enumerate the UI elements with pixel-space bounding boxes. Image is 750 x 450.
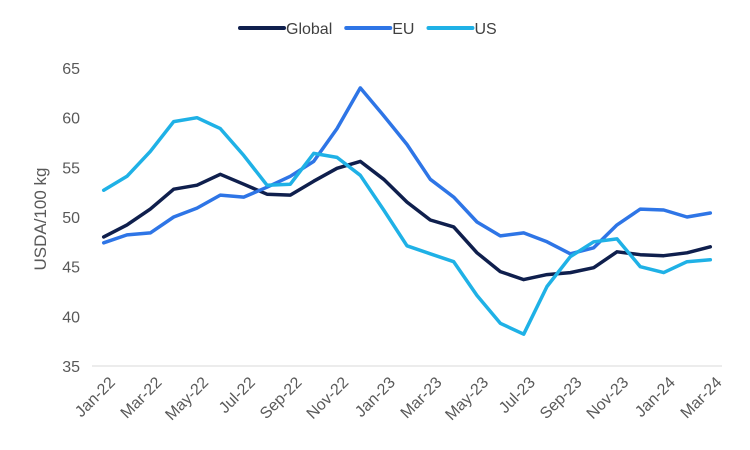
x-tick-label: Mar-22 (118, 374, 166, 422)
x-tick-label: Sep-23 (537, 374, 586, 423)
y-axis-ticks: 35 40 45 50 55 60 65 (62, 61, 80, 376)
legend-label: US (474, 21, 496, 38)
y-tick-label: 55 (62, 160, 80, 177)
y-tick-label: 60 (62, 111, 80, 128)
x-tick-label: Jul-22 (216, 374, 259, 417)
y-tick-label: 45 (62, 260, 80, 277)
y-axis-title: USDA/100 kg (31, 168, 50, 271)
legend-label: EU (392, 21, 414, 38)
x-tick-label: Nov-23 (584, 374, 633, 423)
x-tick-label: May-22 (162, 374, 212, 424)
x-tick-label: May-23 (442, 374, 492, 424)
x-tick-label: Jan-23 (352, 374, 399, 421)
series-line-global (101, 159, 713, 282)
x-tick-label: Jan-22 (72, 374, 119, 421)
y-tick-label: 50 (62, 210, 80, 227)
x-tick-label: Mar-23 (398, 374, 446, 422)
legend-item-eu: EU (344, 21, 414, 38)
legend-item-us: US (426, 21, 497, 38)
series-line-us (101, 115, 713, 336)
y-tick-label: 40 (62, 309, 80, 326)
x-tick-label: Sep-22 (257, 374, 306, 423)
y-tick-label: 35 (62, 359, 80, 376)
x-tick-label: Mar-24 (678, 374, 726, 422)
legend-label: Global (286, 21, 332, 38)
y-tick-label: 65 (62, 61, 80, 78)
series-line-eu (101, 86, 713, 256)
series-group (101, 86, 713, 336)
legend-item-global: Global (238, 21, 332, 38)
x-tick-label: Jan-24 (632, 374, 679, 421)
legend: Global EU US (238, 21, 497, 38)
x-tick-label: Nov-22 (304, 374, 353, 423)
x-tick-label: Jul-23 (496, 374, 539, 417)
